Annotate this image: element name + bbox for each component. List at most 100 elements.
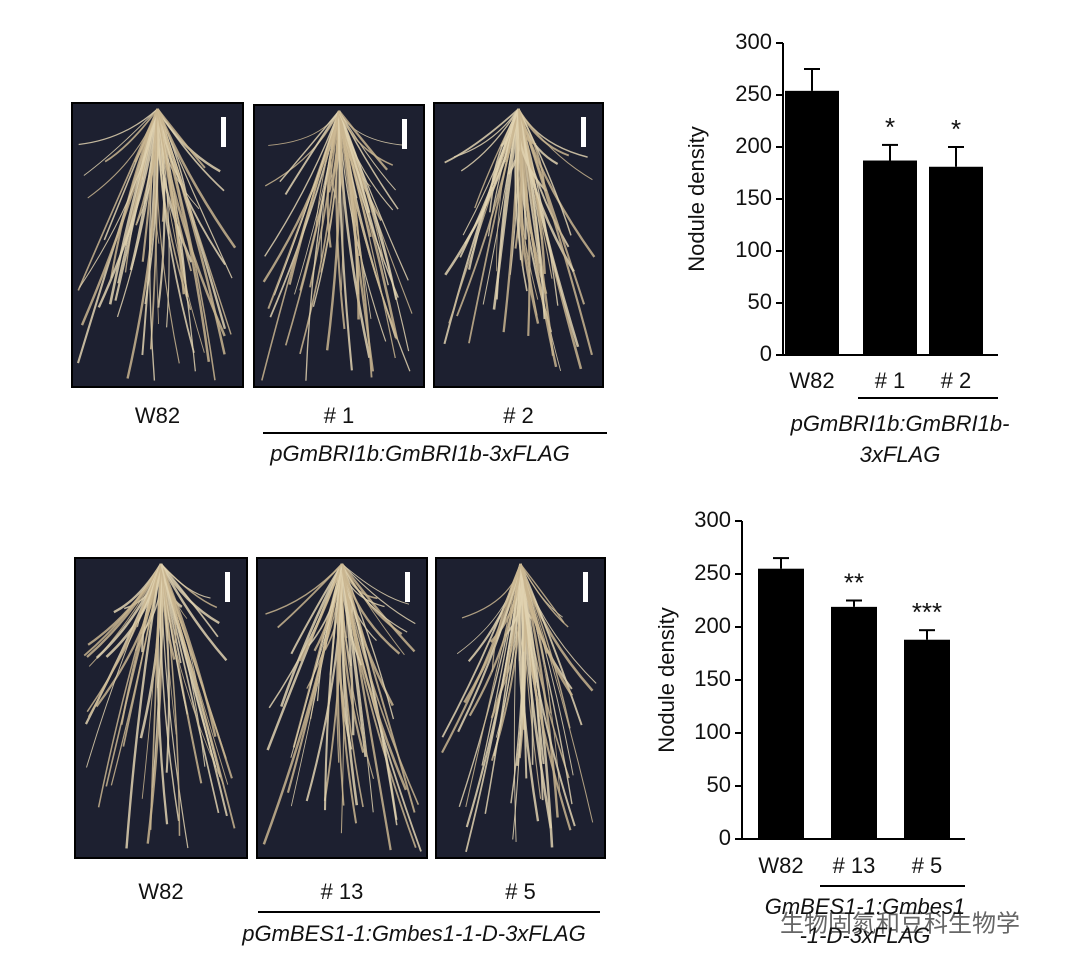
x-tick-label: W82	[758, 853, 803, 878]
root	[341, 563, 416, 625]
root	[156, 108, 196, 372]
root-photo	[433, 102, 604, 388]
root	[156, 108, 206, 169]
root	[308, 563, 343, 647]
bar	[863, 160, 917, 355]
root	[125, 563, 163, 849]
group-label: GmBES1-1:Gmbes1	[765, 894, 966, 919]
y-tick-label: 150	[694, 666, 731, 691]
root	[262, 110, 341, 283]
root	[341, 563, 416, 813]
root	[133, 108, 159, 163]
y-tick-label: 50	[748, 289, 772, 314]
y-axis-label: Nodule density	[654, 607, 679, 753]
root	[341, 563, 363, 666]
root	[441, 563, 522, 754]
root-photo	[253, 104, 425, 388]
scale-bar	[402, 119, 407, 149]
watermark: 生物固氮和豆科生物学	[780, 910, 1020, 937]
root	[156, 108, 192, 272]
root	[160, 563, 177, 735]
root	[519, 563, 565, 624]
y-tick-label: 300	[735, 29, 772, 54]
root	[264, 110, 340, 187]
root	[160, 563, 219, 638]
root	[141, 108, 159, 262]
root	[338, 110, 389, 171]
root	[519, 563, 571, 729]
y-tick-label: 50	[707, 772, 731, 797]
root	[519, 563, 534, 765]
root	[336, 563, 343, 763]
root	[340, 563, 408, 791]
root	[78, 108, 158, 146]
scale-bar	[583, 572, 588, 602]
root	[456, 108, 520, 317]
root	[83, 108, 158, 176]
root	[493, 563, 522, 757]
photo-label: # 1	[324, 403, 355, 428]
significance: *	[951, 114, 961, 144]
significance: **	[844, 567, 864, 597]
root	[141, 563, 162, 799]
group-label: -1-D-3xFLAG	[800, 923, 931, 948]
root	[338, 110, 394, 166]
bar	[785, 90, 839, 355]
y-tick-label: 200	[694, 613, 731, 638]
root	[156, 108, 225, 192]
root	[517, 108, 524, 266]
root	[156, 108, 237, 249]
root	[160, 563, 233, 779]
root	[326, 110, 341, 248]
root	[279, 110, 340, 183]
group-label: pGmBRI1b:GmBRI1b-	[790, 411, 1010, 436]
x-tick-label: # 2	[941, 368, 972, 393]
root	[520, 563, 594, 823]
root-photo	[256, 557, 428, 859]
root	[120, 563, 162, 725]
root	[340, 563, 359, 806]
scale-bar	[221, 117, 226, 147]
root-photo	[435, 557, 606, 859]
root	[496, 108, 519, 272]
root	[86, 563, 163, 658]
y-tick-label: 100	[694, 719, 731, 744]
root	[510, 563, 524, 804]
bar	[929, 166, 983, 355]
root	[517, 108, 546, 320]
x-tick-label: # 13	[833, 853, 876, 878]
photo-label: W82	[138, 879, 183, 904]
bar	[904, 639, 950, 839]
photo-label: W82	[135, 403, 180, 428]
scale-bar	[581, 117, 586, 147]
root	[104, 108, 159, 163]
root	[519, 563, 559, 818]
significance: ***	[912, 597, 942, 627]
root	[160, 563, 217, 768]
y-tick-label: 0	[719, 825, 731, 850]
photo-label: # 5	[505, 879, 536, 904]
root	[517, 108, 531, 336]
group-label: pGmBRI1b:GmBRI1b-3xFLAG	[269, 441, 570, 466]
x-tick-label: W82	[789, 368, 834, 393]
y-tick-label: 300	[694, 507, 731, 532]
root	[444, 108, 520, 164]
root	[264, 110, 340, 257]
photo-label: # 13	[321, 879, 364, 904]
root	[284, 110, 340, 195]
root	[519, 563, 549, 654]
y-tick-label: 150	[735, 185, 772, 210]
group-label: pGmBES1-1:Gmbes1-1-D-3xFLAG	[241, 921, 586, 946]
root	[323, 563, 344, 811]
root	[340, 563, 401, 655]
root-photo	[74, 557, 248, 859]
root	[160, 563, 220, 814]
root	[280, 563, 344, 708]
root	[519, 563, 576, 827]
significance: *	[885, 112, 895, 142]
x-tick-label: # 5	[912, 853, 943, 878]
root	[514, 108, 528, 292]
root	[338, 110, 396, 359]
